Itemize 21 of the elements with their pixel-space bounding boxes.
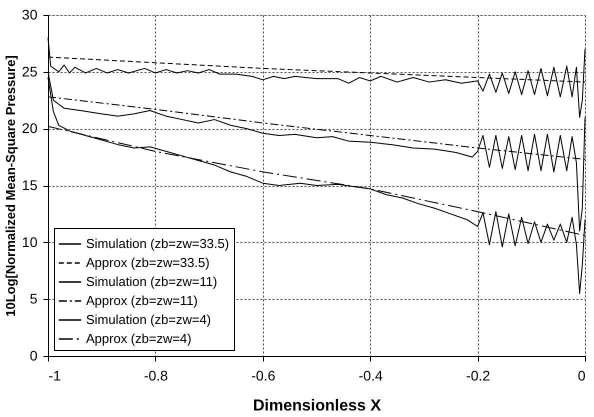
legend-label: Simulation (zb=zw=4): [86, 312, 211, 327]
y-tick-label: 30: [22, 6, 38, 22]
y-tick-label: 10: [22, 234, 38, 250]
legend-label: Approx (zb=zw=33.5): [86, 255, 210, 270]
legend-label: Simulation (zb=zw=33.5): [86, 236, 230, 251]
y-tick-label: 15: [22, 177, 38, 193]
y-tick-label: 5: [30, 290, 38, 307]
x-tick-label: -0.8: [144, 368, 168, 384]
legend-label: Approx (zb=zw=4): [86, 331, 192, 346]
legend-label: Approx (zb=zw=11): [86, 293, 198, 308]
x-tick-label: -0.2: [466, 368, 490, 384]
x-tick-label: -1: [48, 368, 62, 384]
y-tick-label: 25: [22, 63, 38, 80]
y-tick-label: 0: [30, 348, 38, 364]
y-axis-title: 10Log[Normalized Mean-Square Pressure]: [2, 55, 18, 317]
y-tick-label: 20: [22, 120, 38, 136]
x-tick-label: -0.4: [358, 368, 383, 384]
x-axis-title: Dimensionless X: [252, 398, 382, 414]
x-tick-label: 0: [578, 368, 586, 384]
legend-label: Simulation (zb=zw=11): [86, 274, 218, 289]
x-tick-label: -0.6: [251, 368, 276, 384]
